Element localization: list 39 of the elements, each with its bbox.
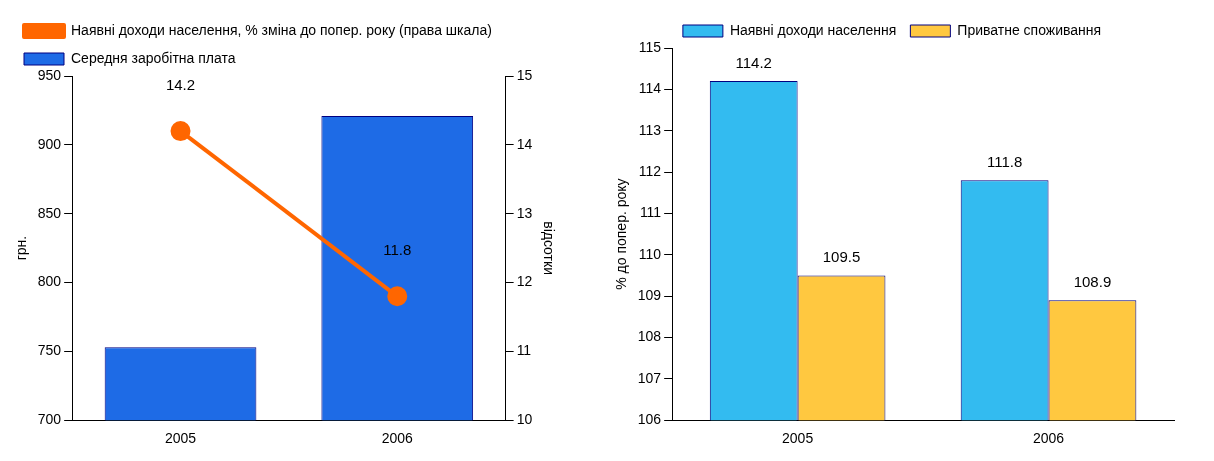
y-tick-label: 850: [37, 204, 62, 221]
y2-tick-label: 15: [516, 66, 533, 83]
y-tick-label: 115: [638, 38, 662, 55]
data-label: 11.8: [383, 240, 412, 258]
y-tick-label: 109: [637, 286, 662, 303]
y2-tick-label: 11: [516, 342, 532, 359]
data-label: 109.5: [822, 248, 861, 266]
y-tick-label: 107: [637, 369, 662, 386]
y2-tick-label: 13: [516, 204, 533, 221]
y-tick-label: 900: [37, 135, 62, 152]
y-tick-label: 950: [37, 66, 62, 83]
y2-axis-title: відсотки: [540, 221, 557, 275]
y2-tick-label: 12: [516, 273, 533, 290]
y-tick-label: 110: [638, 245, 662, 262]
data-label: 111.8: [986, 152, 1023, 170]
y-tick-label: 800: [37, 273, 62, 290]
y-tick-label: 111: [639, 204, 662, 221]
y2-tick-label: 14: [516, 135, 533, 152]
y-tick-label: 700: [37, 411, 62, 428]
data-label: 108.9: [1073, 272, 1112, 290]
y-tick-label: 114: [638, 80, 662, 97]
x-tick-label: 2006: [381, 430, 414, 447]
y-axis-title: грн.: [13, 235, 30, 261]
y-axis-title: % до попер. року: [613, 178, 630, 290]
data-label: 114.2: [735, 53, 772, 71]
y-tick-label: 112: [638, 162, 662, 179]
y-tick-label: 750: [37, 342, 62, 359]
y-tick-label: 113: [638, 121, 662, 138]
x-tick-label: 2005: [782, 430, 814, 447]
x-tick-label: 2005: [164, 430, 197, 447]
x-tick-label: 2006: [1032, 430, 1065, 447]
y-tick-label: 108: [637, 328, 662, 345]
y-tick-label: 106: [637, 411, 662, 428]
legend-label: Середня заробітна плата: [71, 49, 236, 66]
legend-label: Наявні доходи населення: [729, 21, 897, 38]
legend-label: Приватне споживання: [957, 21, 1102, 38]
legend-label: Наявні доходи населення, % зміна до попер. року (права шкала): [71, 21, 492, 38]
data-label: 14.2: [165, 75, 196, 93]
y2-tick-label: 10: [516, 411, 533, 428]
